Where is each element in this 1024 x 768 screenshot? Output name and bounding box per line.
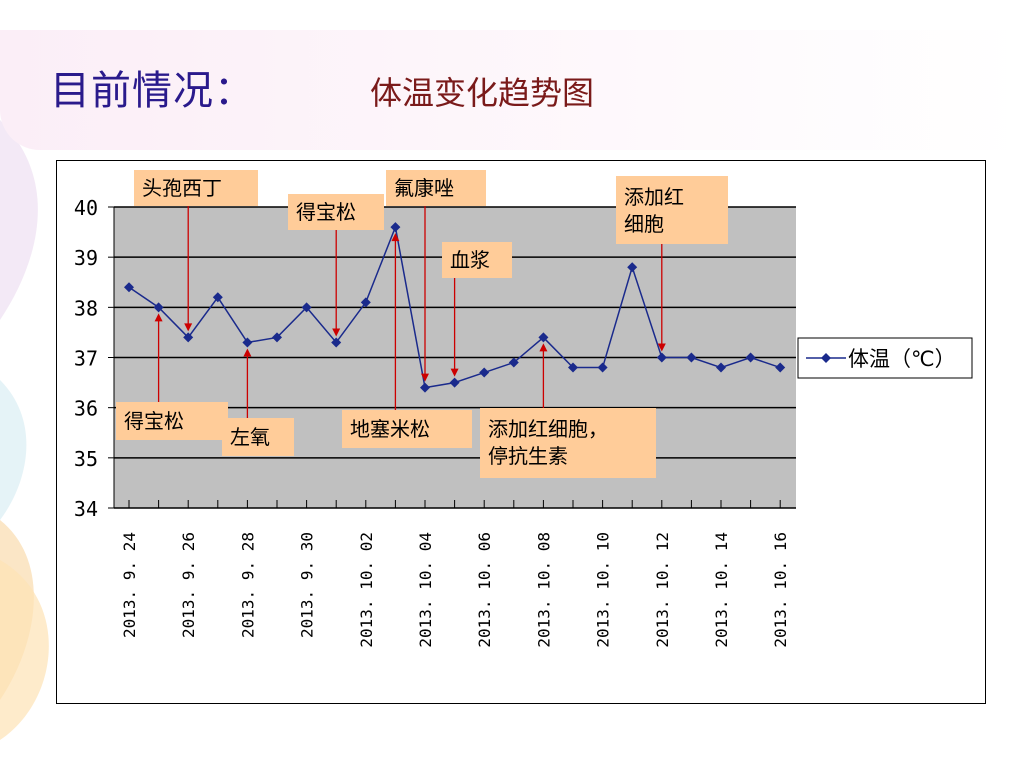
data-point [479, 367, 490, 378]
data-point [656, 352, 667, 363]
annotation-label: 左氧 [230, 425, 270, 449]
annotation-label: 血浆 [450, 248, 490, 272]
annotation-label: 得宝松 [124, 409, 184, 433]
legend-marker [821, 353, 831, 363]
y-tick-label: 36 [74, 397, 98, 421]
x-tick-label: 2013. 9. 26 [179, 532, 198, 638]
annotation-label: 添加红细胞，停抗生素 [488, 417, 608, 468]
y-tick-label: 38 [74, 296, 98, 320]
annotation-arrowhead [243, 348, 252, 357]
y-tick-label: 37 [74, 347, 98, 371]
data-point [538, 332, 549, 343]
data-point [568, 362, 578, 373]
annotation-arrowhead [184, 323, 193, 332]
y-tick-label: 35 [74, 447, 98, 471]
data-point [390, 222, 401, 233]
annotation-box [480, 408, 656, 478]
chart-title: 体温变化趋势图 [370, 74, 595, 112]
x-tick-label: 2013. 9. 30 [298, 532, 317, 638]
data-point [716, 362, 726, 373]
x-tick-label: 2013. 10. 16 [771, 532, 790, 648]
annotation-arrowhead [332, 328, 341, 337]
x-tick-label: 2013. 10. 02 [357, 532, 376, 648]
annotation-label: 头孢西丁 [142, 176, 222, 200]
annotation-box [288, 194, 384, 230]
annotation-arrowhead [450, 368, 459, 377]
annotation-arrowhead [657, 343, 666, 352]
annotation-arrowhead [154, 313, 163, 322]
data-point [508, 357, 519, 368]
data-point [242, 337, 253, 348]
annotation-box [134, 170, 258, 206]
data-point [183, 332, 194, 343]
data-point [775, 362, 786, 373]
data-point [745, 352, 756, 363]
annotation-box [616, 176, 728, 244]
data-point [272, 332, 282, 343]
data-point [153, 302, 164, 313]
data-point [627, 262, 638, 273]
data-point [420, 382, 430, 393]
x-tick-label: 2013. 10. 04 [416, 532, 435, 648]
y-tick-label: 39 [74, 246, 98, 270]
data-point [331, 337, 342, 348]
x-tick-label: 2013. 10. 08 [534, 532, 553, 648]
annotation-box [386, 170, 486, 206]
annotation-arrowhead [539, 343, 548, 352]
data-point [686, 352, 697, 363]
annotation-label: 得宝松 [296, 200, 356, 224]
annotation-box [222, 418, 294, 456]
legend-label: 体温（℃） [848, 347, 956, 371]
x-tick-label: 2013. 9. 24 [120, 532, 139, 638]
y-tick-label: 40 [74, 196, 98, 220]
x-tick-label: 2013. 9. 28 [238, 532, 257, 638]
x-tick-label: 2013. 10. 06 [475, 532, 494, 648]
slide-title: 目前情况： [50, 68, 255, 114]
data-point [597, 362, 608, 373]
annotation-box [442, 242, 512, 278]
header-band [0, 30, 1024, 150]
x-tick-label: 2013. 10. 10 [594, 532, 613, 648]
data-point [360, 297, 371, 308]
x-tick-label: 2013. 10. 12 [653, 532, 672, 648]
annotation-label: 添加红细胞 [624, 185, 684, 236]
annotation-box [116, 402, 228, 440]
annotation-arrowhead [421, 373, 429, 382]
data-point [449, 377, 460, 388]
y-tick-label: 34 [74, 497, 98, 521]
annotation-label: 地塞米松 [350, 417, 430, 441]
annotation-label: 氟康唑 [394, 176, 454, 200]
data-point [212, 292, 223, 303]
data-point [124, 282, 134, 293]
annotation-arrowhead [391, 233, 400, 242]
annotation-box [342, 410, 472, 448]
data-point [301, 302, 312, 313]
x-tick-label: 2013. 10. 14 [712, 532, 731, 648]
